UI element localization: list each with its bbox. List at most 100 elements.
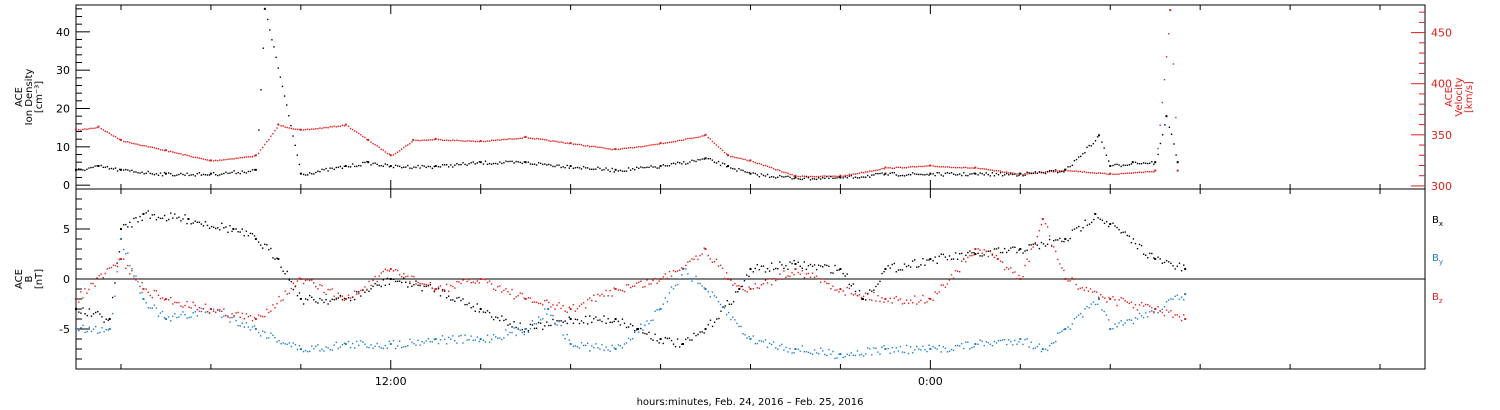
velocity-point [568,142,570,145]
velocity-point [229,158,231,160]
density-point [190,174,192,176]
density-point [593,168,595,170]
bz-point [243,318,246,320]
density-point [979,172,981,174]
bx-point [544,325,546,327]
velocity-point [985,168,987,170]
bx-point [409,282,411,285]
velocity-point [415,139,417,141]
velocity-point [286,126,288,129]
density-point [556,164,558,166]
bz-point [922,294,924,297]
velocity-point [517,137,519,140]
bx-point [153,213,156,216]
by-point [556,324,558,326]
density-point [1165,115,1168,118]
bx-point [111,296,114,299]
bx-point [223,227,225,229]
velocity-point [965,166,967,169]
bz-point [991,254,994,256]
density-point [578,167,581,169]
bz-point [973,254,975,256]
by-point [1003,338,1006,341]
velocity-point [734,156,736,159]
velocity-point [88,128,90,130]
velocity-point [1059,170,1061,172]
by-point [858,354,861,356]
density-point [149,172,151,175]
bz-point [1053,246,1055,248]
by-point [490,338,493,341]
bx-point [407,286,409,288]
by-point [445,343,448,345]
by-point [785,346,787,349]
velocity-point [509,137,511,140]
bz-point [1095,291,1098,293]
density-point [1173,143,1175,145]
by-point [486,334,489,336]
density-point [899,174,902,177]
bz-point [956,270,959,273]
bz-point [891,302,893,304]
density-point [174,175,176,177]
bz-point [952,277,955,279]
bx-point [741,285,743,288]
by-point [973,346,975,348]
density-point [838,176,840,178]
bx-point [758,268,761,271]
bx-point [147,210,149,212]
bz-point [725,272,728,274]
by-point [1138,312,1141,315]
velocity-point [1077,170,1079,173]
bz-point [1077,288,1079,290]
density-point [799,178,801,180]
velocity-point [533,138,536,140]
bx-point [415,280,417,282]
density-point [805,175,808,178]
bz-point [593,294,595,296]
bx-point [781,264,783,266]
by-point [1073,317,1076,320]
bz-point [805,273,808,275]
bx-point [257,241,260,243]
velocity-point [182,154,184,156]
density-point [920,173,922,176]
bx-point [513,321,515,323]
density-point [631,167,634,170]
by-point [846,353,848,356]
by-point [875,347,877,350]
bx-point [1184,268,1187,270]
by-point [1105,314,1108,316]
bz-point [658,280,660,282]
velocity-point [1165,56,1168,58]
bz-point [441,290,444,292]
velocity-point [839,174,842,177]
density-point [1036,172,1039,174]
velocity-point [619,148,622,150]
bz-point [977,248,979,250]
bz-point [789,275,791,278]
density-point [929,172,932,175]
density-point [1080,155,1082,158]
bz-point [501,291,503,293]
bz-point [511,288,513,291]
bx-point [819,265,822,267]
velocity-point [159,149,162,151]
by-point [107,329,110,331]
density-point [468,162,470,165]
by-point [809,352,812,355]
by-point [99,331,101,334]
bz-point [96,277,98,279]
velocity-point [196,156,198,159]
velocity-point [223,159,225,161]
bz-point [482,278,485,280]
bz-point [727,278,730,280]
density-point [1048,169,1051,172]
bz-point [219,308,221,311]
bz-point [713,261,716,263]
by-point [212,308,215,310]
velocity-point [589,145,591,148]
density-point [676,161,679,164]
bz-point [1024,264,1026,267]
velocity-point [605,147,607,150]
